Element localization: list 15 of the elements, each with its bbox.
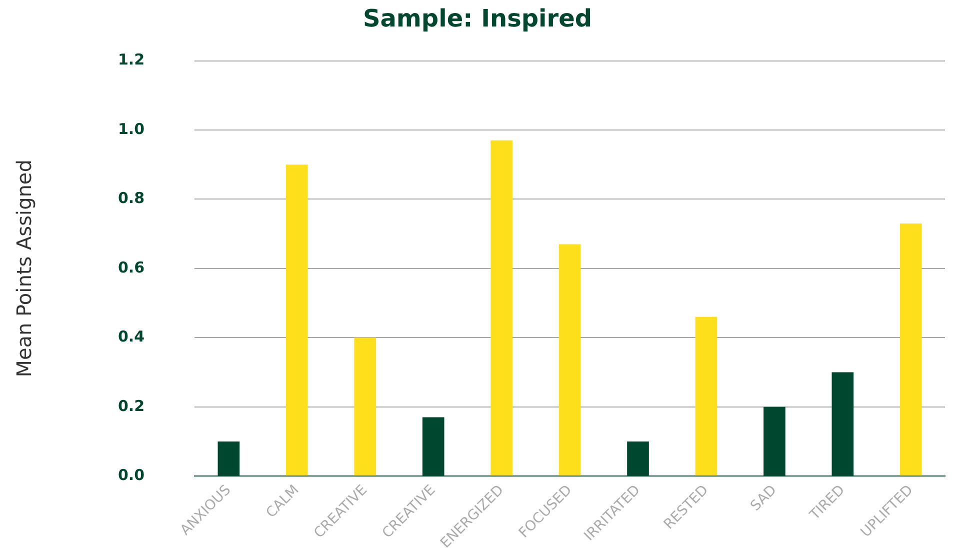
y-tick-label: 0.6 [118,258,145,276]
y-tick-label: 0.8 [118,189,145,208]
y-axis-title: Mean Points Assigned [12,160,36,378]
bar [354,338,376,476]
y-tick-label: 1.0 [118,120,145,138]
y-tick-label: 0.2 [118,396,145,415]
bar [558,244,581,476]
bar [695,316,718,476]
chart-title: Sample: Inspired [362,4,592,33]
bar [900,223,922,476]
bar [286,164,308,476]
bar [490,140,512,476]
y-tick-label: 1.2 [118,50,145,69]
y-tick-label: 0.0 [118,466,145,484]
y-tick-label: 0.4 [118,328,145,346]
